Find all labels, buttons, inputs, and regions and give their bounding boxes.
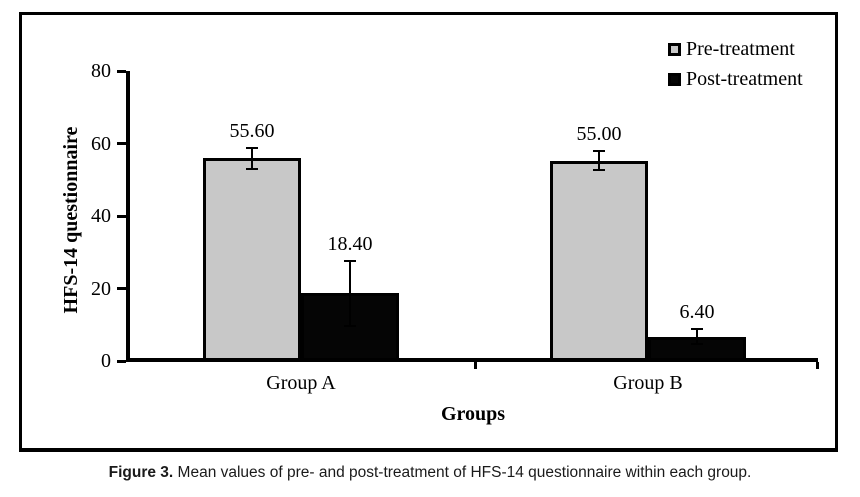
x-tick-mark	[474, 362, 477, 369]
error-bar-cap-bottom	[691, 343, 703, 346]
legend-swatch-pre-treatment-icon	[668, 42, 681, 56]
value-label-pre-treatment-group-a: 55.60	[229, 120, 275, 143]
plot-area: 80 60 40 20 0 Group A Group B Groups HFS…	[19, 12, 838, 452]
error-bar-cap-top	[344, 260, 356, 263]
x-axis-line	[126, 358, 818, 362]
legend-label: Post-treatment	[686, 67, 803, 90]
error-bar-cap-bottom	[593, 169, 605, 172]
figure-caption: Figure 3. Mean values of pre- and post-t…	[0, 461, 860, 485]
error-bar-pre-treatment-group-a	[251, 148, 253, 169]
chart-frame: 80 60 40 20 0 Group A Group B Groups HFS…	[19, 12, 838, 452]
y-tick-mark	[117, 70, 126, 73]
y-tick-label: 80	[91, 60, 111, 82]
error-bar-cap-bottom	[246, 167, 258, 170]
category-label-group-a: Group A	[266, 372, 336, 394]
legend-entry-pre-treatment: Pre-treatment	[668, 34, 803, 64]
error-bar-post-treatment-group-b	[696, 329, 698, 345]
error-bar-cap-top	[691, 328, 703, 331]
y-tick-mark	[117, 287, 126, 290]
legend-swatch-post-treatment-icon	[668, 72, 681, 86]
y-tick-label: 60	[91, 133, 111, 155]
y-tick-mark	[117, 215, 126, 218]
y-tick-label: 0	[101, 350, 111, 372]
y-axis-line	[126, 71, 130, 362]
bar-pre-treatment-group-a	[203, 158, 301, 361]
y-tick-mark	[117, 360, 126, 363]
bar-pre-treatment-group-b	[550, 160, 648, 361]
x-axis-title: Groups	[440, 403, 506, 425]
error-bar-post-treatment-group-a	[349, 261, 351, 326]
y-axis-title: HFS-14 questionnaire	[60, 126, 82, 314]
error-bar-pre-treatment-group-b	[598, 151, 600, 171]
error-bar-cap-top	[246, 147, 258, 150]
y-tick-label: 20	[91, 278, 111, 300]
legend: Pre-treatment Post-treatment	[668, 34, 803, 94]
legend-entry-post-treatment: Post-treatment	[668, 64, 803, 94]
value-label-pre-treatment-group-b: 55.00	[576, 123, 622, 146]
value-label-post-treatment-group-a: 18.40	[327, 233, 373, 256]
figure-caption-number: Figure 3.	[108, 464, 174, 481]
error-bar-cap-top	[593, 150, 605, 153]
y-tick-label: 40	[91, 205, 111, 227]
y-tick-mark	[117, 142, 126, 145]
category-label-group-b: Group B	[613, 372, 683, 394]
value-label-post-treatment-group-b: 6.40	[679, 301, 715, 324]
legend-label: Pre-treatment	[686, 37, 795, 60]
x-tick-mark	[816, 362, 819, 369]
error-bar-cap-bottom	[344, 324, 356, 327]
figure-caption-text: Mean values of pre- and post-treatment o…	[173, 464, 752, 481]
